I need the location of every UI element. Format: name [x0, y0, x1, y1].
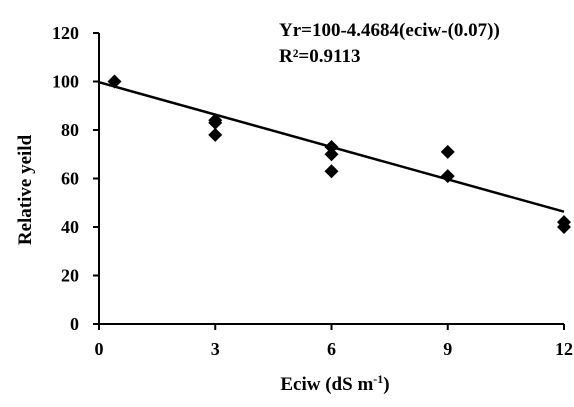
x-axis-title-main: Eciw (dS m — [280, 374, 373, 395]
x-tick-label: 6 — [327, 339, 336, 359]
data-point-marker — [324, 164, 339, 179]
data-point-marker — [208, 115, 223, 130]
y-tick-label: 0 — [70, 314, 79, 334]
data-point-marker — [208, 127, 223, 142]
trendline — [98, 81, 565, 213]
x-tick-label: 0 — [95, 339, 104, 359]
equation-label: Yr=100-4.4684(eciw-(0.07)) — [279, 20, 500, 41]
y-tick-label: 100 — [52, 72, 79, 92]
x-ticks: 0 3 6 9 12 — [95, 324, 573, 359]
x-axis-title-sup: -1 — [373, 372, 383, 386]
data-points — [107, 74, 571, 234]
y-axis-title: Relative yeild — [15, 134, 36, 245]
y-tick-label: 120 — [52, 23, 79, 43]
y-tick-label: 40 — [61, 217, 79, 237]
r2-label: R²=0.9113 — [279, 46, 360, 67]
data-point-marker — [324, 147, 339, 162]
data-point-marker — [440, 144, 455, 159]
y-tick-label: 20 — [61, 266, 79, 286]
x-tick-label: 12 — [555, 339, 573, 359]
y-tick-label: 60 — [61, 169, 79, 189]
data-point-marker — [557, 220, 571, 234]
y-ticks: 0 20 40 60 80 100 120 — [52, 23, 99, 334]
y-tick-label: 80 — [61, 120, 79, 140]
x-axis-title-end: ) — [383, 374, 389, 395]
x-axis-title: Eciw (dS m-1) — [280, 372, 389, 395]
x-tick-label: 9 — [443, 339, 452, 359]
x-tick-label: 3 — [211, 339, 220, 359]
chart-axes — [98, 33, 564, 325]
